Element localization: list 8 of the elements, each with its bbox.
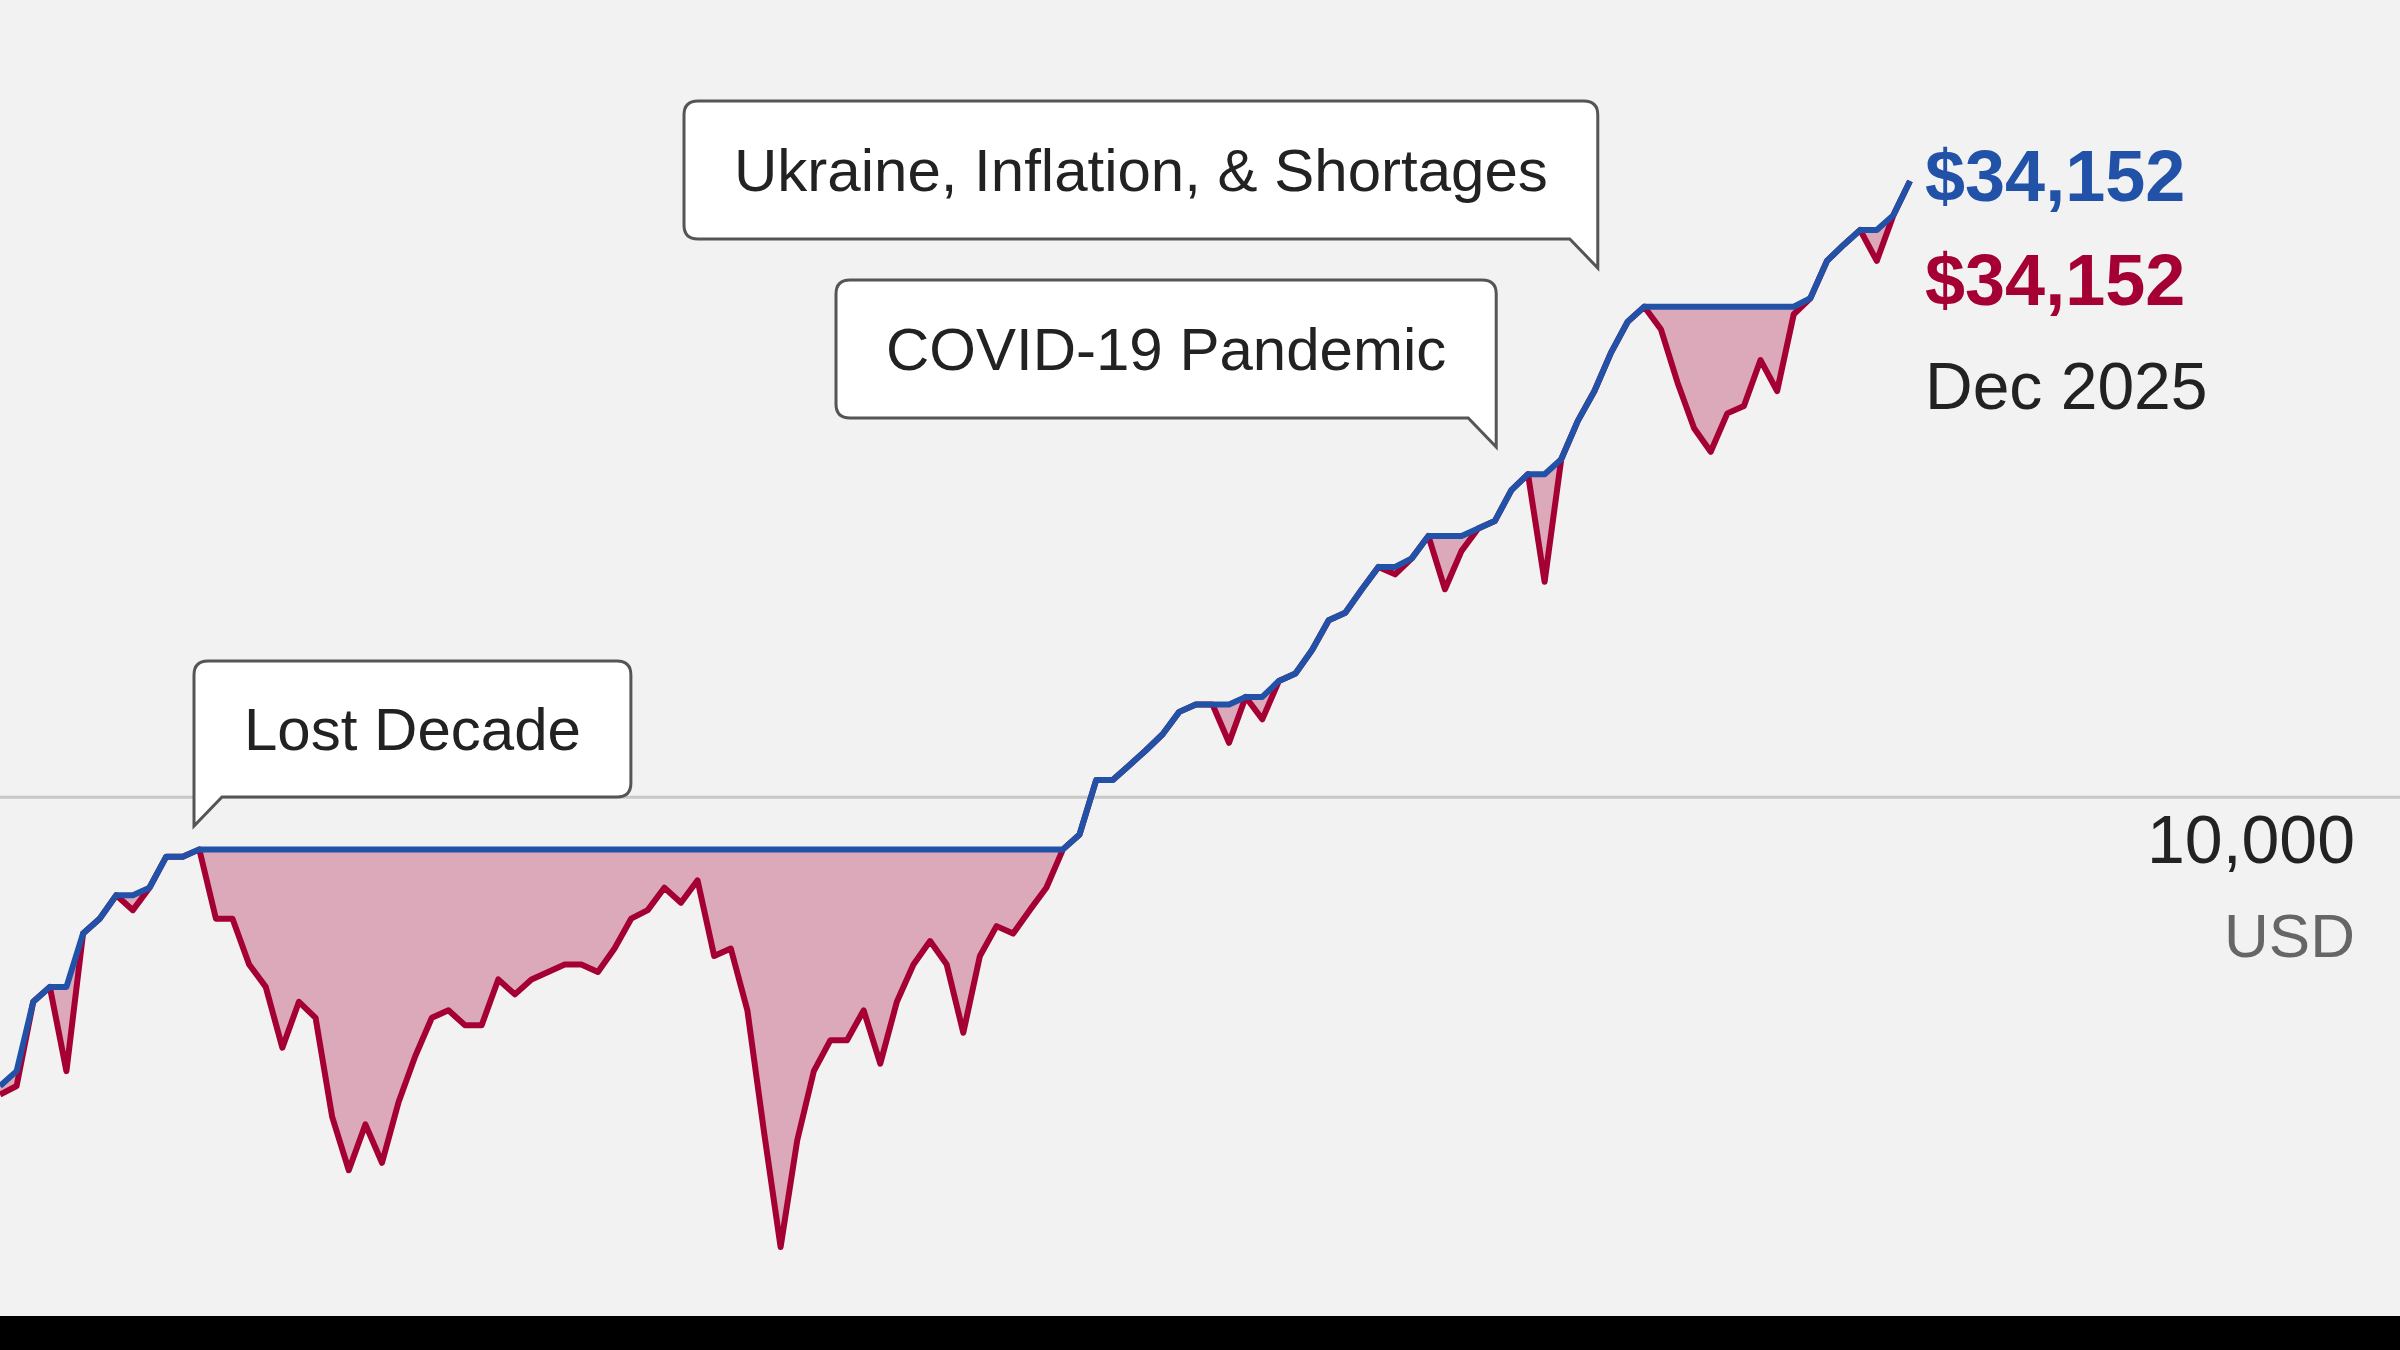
text: $34,152 — [1925, 240, 2186, 320]
text: USD — [2224, 901, 2355, 971]
text: 10,000 — [2147, 801, 2355, 878]
text: Dec 2025 — [1925, 349, 2208, 423]
annotation: Lost Decade — [244, 696, 581, 763]
annotation: COVID-19 Pandemic — [886, 316, 1447, 383]
text: $34,152 — [1925, 136, 2186, 216]
annotation: Ukraine, Inflation, & Shortages — [734, 137, 1548, 204]
